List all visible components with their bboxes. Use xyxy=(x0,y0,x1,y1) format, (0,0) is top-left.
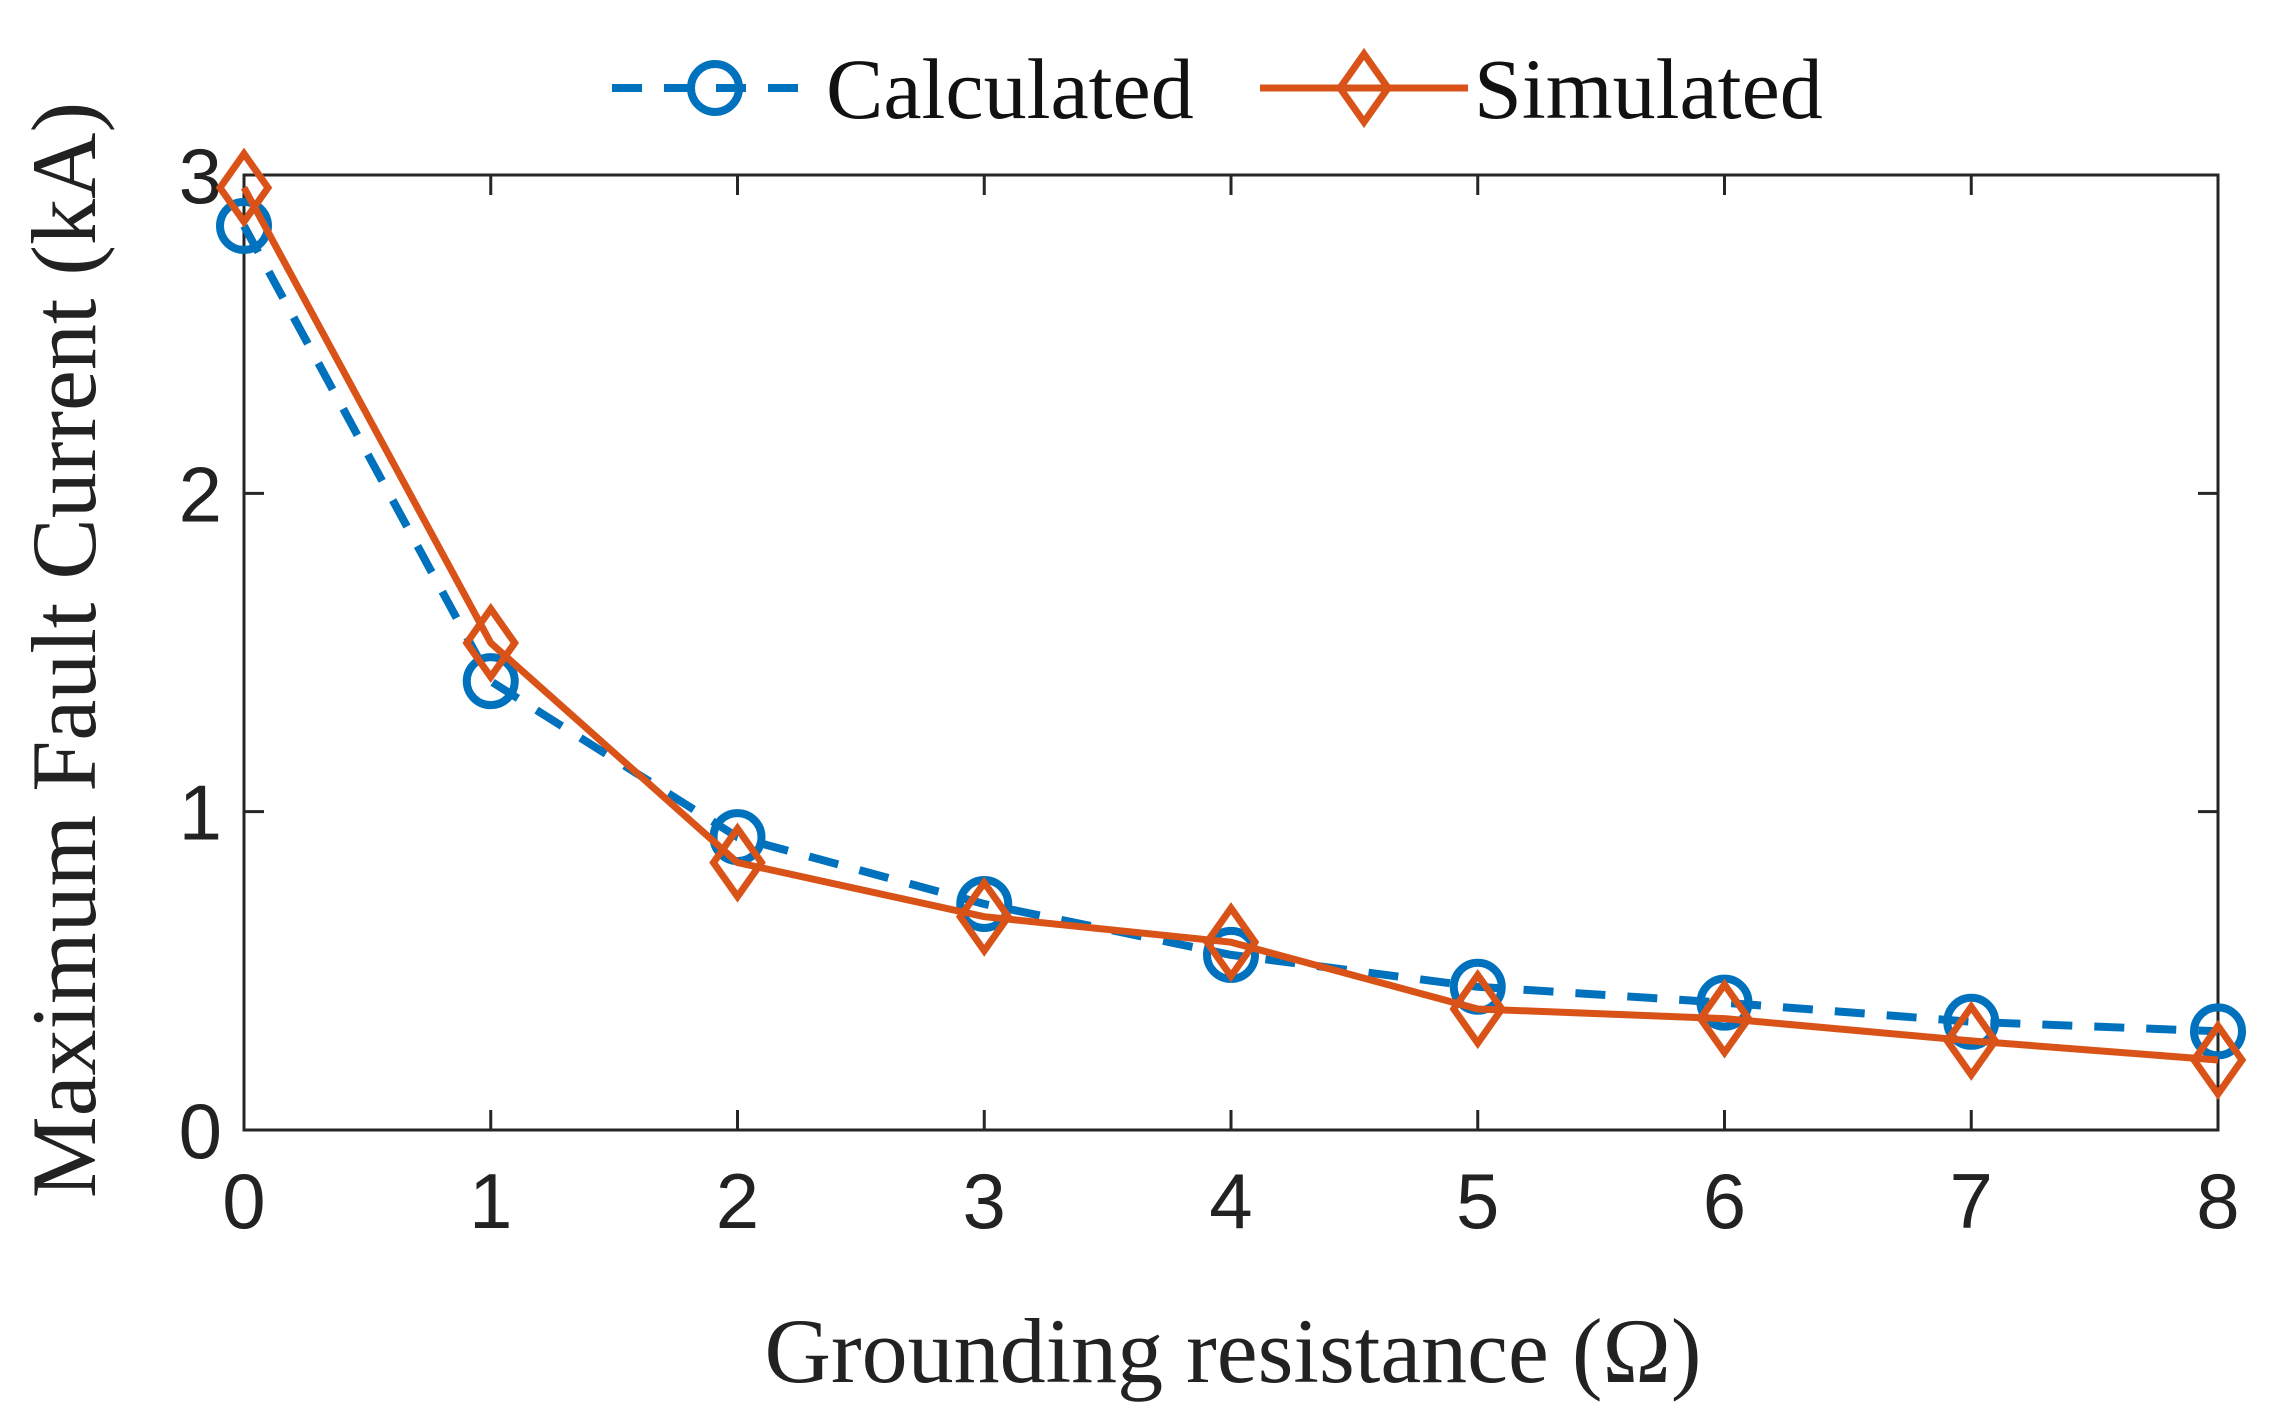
legend: Calculated Simulated xyxy=(612,41,1823,137)
x-tick-label: 0 xyxy=(222,1157,265,1245)
simulated-series xyxy=(215,147,2247,1101)
legend-label-calculated: Calculated xyxy=(826,41,1194,137)
legend-marker-calculated xyxy=(687,60,743,116)
x-tick-label: 2 xyxy=(716,1157,759,1245)
simulated-point xyxy=(955,876,1013,957)
plot-axes: 0 1 2 3 4 5 6 7 8 0 1 2 3 xyxy=(179,132,2240,1245)
calculated-line xyxy=(240,223,2219,1036)
legend-label-simulated: Simulated xyxy=(1474,41,1823,137)
y-axis-title: Maximum Fault Current (kA) xyxy=(13,102,115,1198)
legend-entry-calculated: Calculated xyxy=(612,41,1194,137)
x-tick-label: 4 xyxy=(1209,1157,1252,1245)
x-axis-title: Grounding resistance (Ω) xyxy=(765,1300,1702,1402)
y-tick-label: 0 xyxy=(179,1087,222,1175)
x-tick-label: 3 xyxy=(963,1157,1006,1245)
simulated-point xyxy=(1449,968,1507,1050)
plot-frame xyxy=(242,173,2220,1132)
simulated-point xyxy=(1202,902,1260,983)
calculated-point xyxy=(462,653,519,710)
simulated-line xyxy=(240,186,2219,1064)
x-tick-label: 7 xyxy=(1950,1157,1993,1245)
simulated-point xyxy=(709,822,766,903)
simulated-point xyxy=(215,147,273,228)
legend-marker-simulated xyxy=(1335,47,1393,129)
simulated-point xyxy=(1696,978,1753,1059)
y-tick-label: 3 xyxy=(179,132,222,220)
y-tick-label: 1 xyxy=(179,769,222,857)
calculated-point xyxy=(2190,1003,2246,1060)
calculated-point xyxy=(1943,993,2000,1050)
simulated-point xyxy=(2189,1019,2247,1101)
series-layer xyxy=(215,147,2247,1101)
x-tick-label: 6 xyxy=(1703,1157,1746,1245)
x-tick-label: 8 xyxy=(2196,1157,2239,1245)
y-tick-label: 2 xyxy=(179,450,222,538)
calculated-series xyxy=(216,197,2246,1060)
x-tick-label: 5 xyxy=(1456,1157,1499,1245)
simulated-point xyxy=(462,602,520,684)
simulated-point xyxy=(1942,1000,2000,1081)
x-tick-label: 1 xyxy=(469,1157,512,1245)
legend-entry-simulated: Simulated xyxy=(1260,41,1823,137)
